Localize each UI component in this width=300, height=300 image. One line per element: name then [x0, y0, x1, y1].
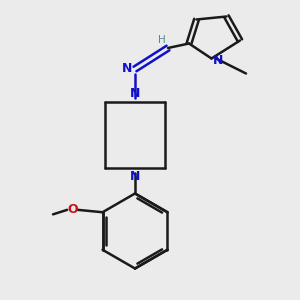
Text: N: N — [213, 53, 223, 67]
Text: O: O — [67, 203, 78, 216]
Text: N: N — [122, 62, 132, 75]
Text: N: N — [130, 87, 140, 100]
Text: N: N — [130, 170, 140, 183]
Text: H: H — [158, 34, 165, 45]
